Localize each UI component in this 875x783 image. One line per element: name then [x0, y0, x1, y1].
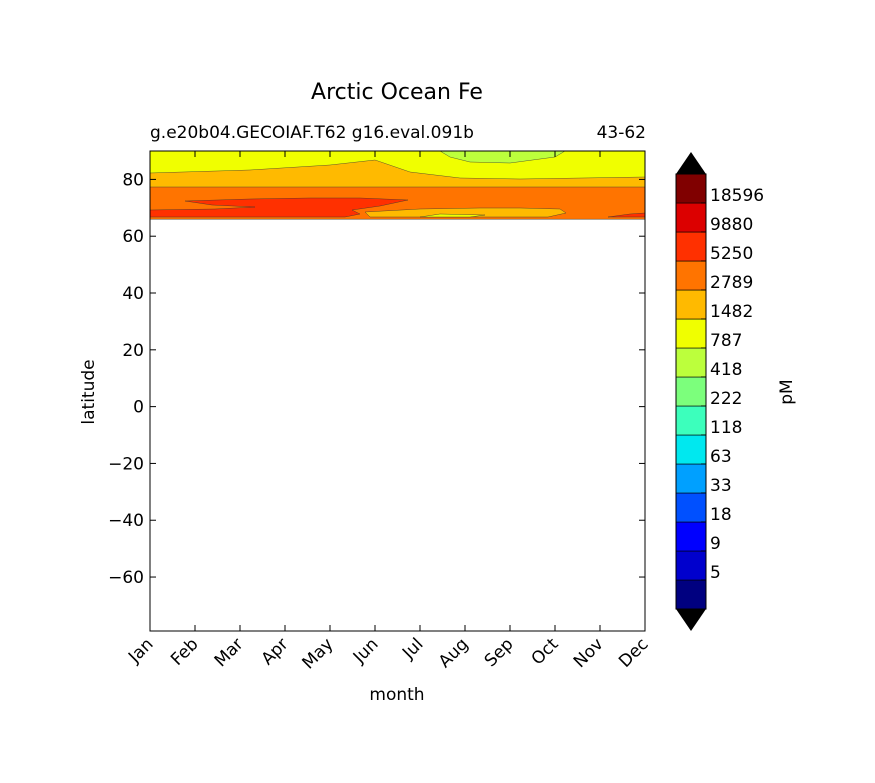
x-tick-label: Jan [124, 634, 157, 667]
colorbar-segment [675, 347, 707, 378]
colorbar-tick-label: 9 [710, 534, 721, 554]
colorbar-tick-label: 2789 [710, 273, 753, 293]
x-tick-label: Feb [167, 634, 202, 669]
chart-subtitle-right: 43-62 [597, 123, 646, 143]
plot-axes [149, 150, 646, 632]
colorbar-tick-label: 787 [710, 331, 742, 351]
contour-band-yellow-low [419, 213, 486, 218]
x-tick-label: Aug [435, 634, 473, 672]
colorbar-tick-label: 33 [710, 476, 732, 496]
colorbar-segment [675, 579, 707, 610]
y-axis-ticks: 80 60 40 20 0 −20 −40 −60 [108, 170, 645, 588]
colorbar-segment [675, 231, 707, 262]
contour-fills [149, 150, 646, 220]
chart-title: Arctic Ocean Fe [311, 80, 483, 105]
y-axis-label: latitude [79, 359, 99, 424]
colorbar-tick-label: 18 [710, 505, 732, 525]
plot-frame [149, 150, 646, 632]
x-axis-ticks: Jan Feb Mar Apr May Jun Jul Aug Sep Oct Nov Dec [124, 151, 653, 673]
colorbar-tick-label: 18596 [710, 186, 764, 206]
y-tick-label: −60 [108, 568, 144, 588]
colorbar-segment [675, 492, 707, 523]
colorbar-frame [675, 173, 707, 610]
chart-subtitle-left: g.e20b04.GECOIAF.T62 g16.eval.091b [150, 123, 474, 143]
colorbar-tick-label: 5 [710, 563, 721, 583]
colorbar-tick-label: 222 [710, 389, 742, 409]
colorbar-segment [675, 550, 707, 581]
colorbar-tick-label: 9880 [710, 215, 753, 235]
colorbar-segment [675, 260, 707, 291]
colorbar-segment [675, 405, 707, 436]
x-tick-label: Jul [398, 634, 427, 663]
colorbar-label: pM [777, 379, 797, 404]
colorbar-segment [675, 376, 707, 407]
x-tick-label: May [299, 634, 338, 673]
colorbar-tick-label: 63 [710, 447, 732, 467]
colorbar-segment [675, 173, 707, 204]
y-tick-label: −20 [108, 454, 144, 474]
y-tick-label: 40 [122, 284, 144, 304]
x-tick-label: Nov [570, 634, 608, 672]
colorbar-tick-label: 418 [710, 360, 742, 380]
colorbar: 5 9 18 33 63 118 222 418 787 1482 2789 5250 9880 1859… [675, 152, 764, 631]
colorbar-segment [675, 463, 707, 494]
x-tick-label: Dec [615, 634, 652, 671]
x-tick-label: Apr [258, 634, 293, 669]
x-tick-label: Oct [528, 634, 563, 669]
y-tick-label: 80 [122, 170, 144, 190]
x-axis-label: month [369, 685, 424, 705]
colorbar-extend-bottom [676, 609, 706, 631]
colorbar-extend-top [676, 152, 706, 174]
y-tick-label: 60 [122, 227, 144, 247]
colorbar-segment [675, 318, 707, 349]
colorbar-segment [675, 289, 707, 320]
x-tick-label: Sep [481, 634, 518, 671]
y-tick-label: 0 [133, 398, 144, 418]
x-tick-label: Mar [211, 634, 248, 671]
colorbar-segment [675, 202, 707, 233]
colorbar-tick-label: 118 [710, 418, 742, 438]
contour-band-red [149, 197, 409, 218]
colorbar-segment [675, 521, 707, 552]
y-tick-label: −40 [108, 511, 144, 531]
colorbar-tick-label: 5250 [710, 244, 753, 264]
y-tick-label: 20 [122, 341, 144, 361]
colorbar-segment [675, 434, 707, 465]
x-tick-label: Jun [349, 634, 383, 668]
colorbar-tick-label: 1482 [710, 302, 753, 322]
